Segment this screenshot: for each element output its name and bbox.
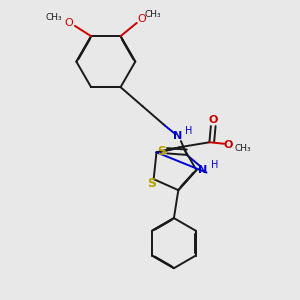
- Text: O: O: [224, 140, 233, 150]
- Text: H: H: [185, 126, 193, 136]
- Text: CH₃: CH₃: [46, 13, 63, 22]
- Text: N: N: [173, 131, 183, 141]
- Text: S: S: [157, 145, 166, 158]
- Text: O: O: [64, 18, 73, 28]
- Text: N: N: [198, 165, 208, 175]
- Text: S: S: [147, 177, 156, 190]
- Text: O: O: [208, 115, 218, 124]
- Text: O: O: [138, 14, 146, 24]
- Text: H: H: [211, 160, 218, 170]
- Text: CH₃: CH₃: [234, 144, 251, 153]
- Text: CH₃: CH₃: [145, 10, 161, 19]
